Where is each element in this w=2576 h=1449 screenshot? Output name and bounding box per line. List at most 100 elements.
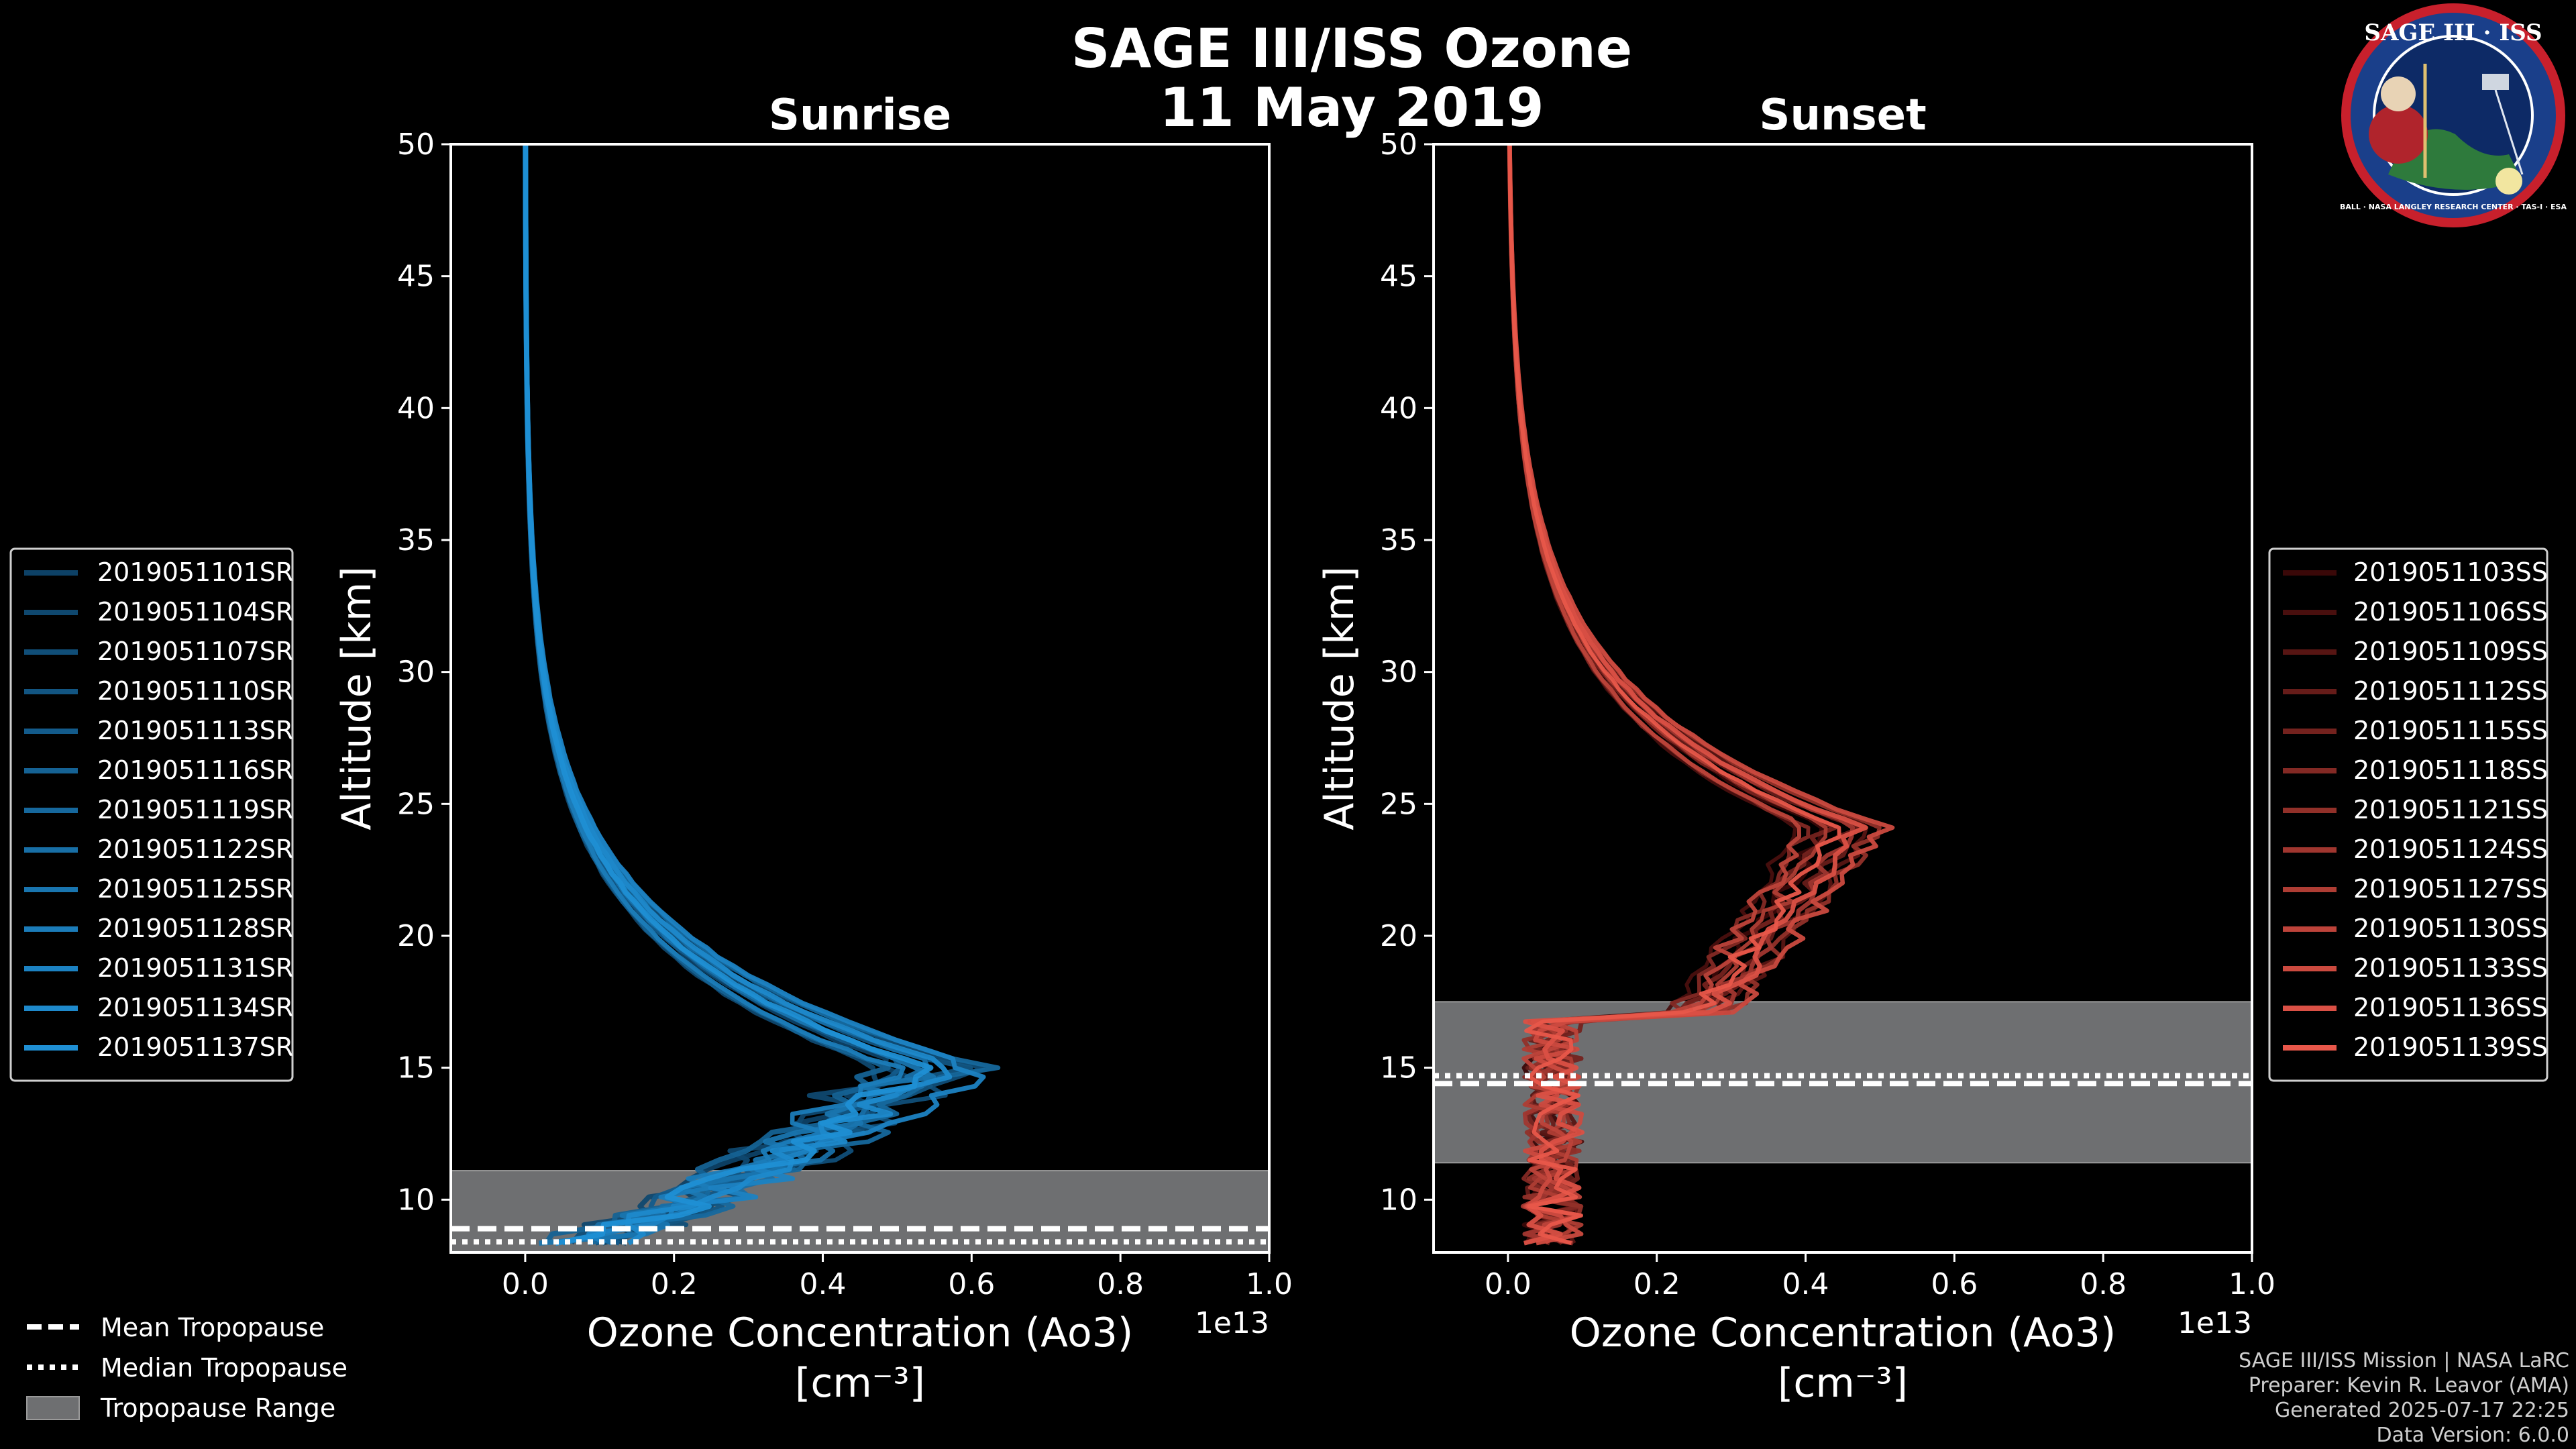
x-tick-label: 1.0 — [1246, 1267, 1293, 1301]
x-axis-label: Ozone Concentration (Ao3) — [1570, 1309, 2116, 1356]
legend-entry: 2019051110SR — [97, 676, 293, 706]
y-axis-label: Altitude [km] — [333, 566, 380, 830]
sunrise-legend: 2019051101SR 2019051104SR 2019051107SR 2019… — [9, 547, 294, 1082]
x-tick-label: 0.2 — [651, 1267, 698, 1301]
x-axis-unit: [cm⁻³] — [1778, 1360, 1908, 1407]
y-tick-label: 30 — [397, 655, 435, 690]
legend-entry: 2019051139SS — [2353, 1032, 2548, 1062]
profile-line-2019051139SS — [1507, 144, 1841, 1246]
y-tick-label: 25 — [397, 787, 435, 821]
tropopause-range-swatch — [26, 1396, 80, 1420]
legend-entry: 2019051136SS — [2353, 993, 2548, 1022]
x-tick-label: 0.6 — [1931, 1267, 1978, 1301]
y-tick-label: 45 — [397, 260, 435, 294]
y-tick-label: 20 — [1380, 919, 1417, 953]
legend-entry: 2019051109SS — [2353, 637, 2548, 666]
x-tick-label: 0.4 — [800, 1267, 847, 1301]
footer-mission: SAGE III/ISS Mission | NASA LaRC — [2239, 1349, 2569, 1373]
x-axis-unit: [cm⁻³] — [795, 1360, 925, 1407]
legend-box — [9, 547, 294, 1082]
profile-lines — [523, 144, 1001, 1246]
profile-line-2019051113SR — [523, 144, 903, 1246]
legend-entry: 2019051121SS — [2353, 795, 2548, 824]
tropopause-legend: Mean Tropopause Median Tropopause Tropop… — [26, 1313, 347, 1423]
legend-entry: 2019051101SR — [97, 557, 293, 587]
y-tick-label: 25 — [1380, 787, 1417, 821]
legend-entry: 2019051112SS — [2353, 676, 2548, 706]
y-tick-label: 35 — [1380, 523, 1417, 557]
y-tick-label: 50 — [1380, 127, 1417, 162]
x-tick-label: 1.0 — [2229, 1267, 2275, 1301]
legend-entry: 2019051124SS — [2353, 835, 2548, 864]
y-tick-label: 40 — [1380, 391, 1417, 425]
x-tick-label: 0.8 — [2080, 1267, 2127, 1301]
sage-iii-iss-logo: SAGE III · ISS BALL · NASA LANGLEY RESEA… — [2340, 3, 2567, 227]
footer-generated: Generated 2025-07-17 22:25 — [2275, 1399, 2569, 1422]
x-axis-label: Ozone Concentration (Ao3) — [587, 1309, 1134, 1356]
y-tick-label: 10 — [1380, 1183, 1417, 1217]
profile-line-2019051137SR — [523, 144, 934, 1246]
sunset-legend: 2019051103SS 2019051106SS 2019051109SS 2019… — [2268, 547, 2548, 1082]
legend-entry: 2019051113SR — [97, 716, 293, 745]
y-tick-label: 35 — [397, 523, 435, 557]
x-tick-label: 0.2 — [1633, 1267, 1680, 1301]
panel-title: Sunset — [1759, 91, 1926, 140]
profile-line-2019051101SR — [523, 144, 911, 1246]
x-tick-label: 0.0 — [1485, 1267, 1532, 1301]
profile-line-2019051104SR — [523, 144, 881, 1246]
legend-entry: 2019051119SR — [97, 795, 293, 824]
y-tick-label: 40 — [397, 391, 435, 425]
plot-frame — [1432, 143, 2253, 1254]
x-tick-label: 0.8 — [1097, 1267, 1144, 1301]
legend-entry: 2019051107SR — [97, 637, 293, 666]
legend-entry: 2019051125SR — [97, 874, 293, 904]
y-tick-label: 15 — [1380, 1051, 1417, 1085]
legend-entry: 2019051131SR — [97, 953, 293, 983]
y-tick-label: 15 — [397, 1051, 435, 1085]
y-tick-label: 20 — [397, 919, 435, 953]
legend-entry: 2019051134SR — [97, 993, 293, 1022]
legend-entry: 2019051137SR — [97, 1032, 293, 1062]
figure-title: SAGE III/ISS Ozone — [1071, 17, 1632, 80]
x-tick-label: 0.6 — [948, 1267, 995, 1301]
plot-frame — [449, 143, 1271, 1254]
footer-credits: SAGE III/ISS Mission | NASA LaRC Prepare… — [2239, 1349, 2569, 1447]
legend-entry: 2019051106SS — [2353, 597, 2548, 627]
legend-box — [2268, 547, 2548, 1082]
profile-line-2019051128SR — [523, 144, 906, 1246]
mean-tropopause-label: Mean Tropopause — [101, 1313, 324, 1342]
x-tick-label: 0.0 — [502, 1267, 549, 1301]
legend-entry: 2019051127SS — [2353, 874, 2548, 904]
y-axis-label: Altitude [km] — [1316, 566, 1363, 830]
legend-entry: 2019051104SR — [97, 597, 293, 627]
legend-entry: 2019051115SS — [2353, 716, 2548, 745]
tropopause-range-label: Tropopause Range — [100, 1393, 335, 1423]
y-tick-label: 30 — [1380, 655, 1417, 690]
logo-ring-text: BALL · NASA LANGLEY RESEARCH CENTER · TA… — [2340, 203, 2567, 211]
footer-preparer: Preparer: Kevin R. Leavor (AMA) — [2249, 1374, 2569, 1397]
logo-text: SAGE III · ISS — [2364, 19, 2542, 46]
legend-entry: 2019051116SR — [97, 755, 293, 785]
legend-entry: 2019051130SS — [2353, 914, 2548, 943]
panel-title: Sunrise — [769, 91, 951, 140]
footer-data-version: Data Version: 6.0.0 — [2377, 1424, 2569, 1447]
profile-line-2019051116SR — [523, 144, 891, 1245]
y-tick-label: 50 — [397, 127, 435, 162]
profile-lines — [1507, 144, 1895, 1246]
x-tick-label: 0.4 — [1782, 1267, 1829, 1301]
x-scale-label: 1e13 — [2178, 1306, 2252, 1340]
profile-line-2019051122SR — [523, 144, 930, 1246]
x-scale-label: 1e13 — [1195, 1306, 1269, 1340]
legend-entry: 2019051122SR — [97, 835, 293, 864]
y-tick-label: 10 — [397, 1183, 435, 1217]
figure-date: 11 May 2019 — [1160, 76, 1544, 139]
median-tropopause-label: Median Tropopause — [101, 1353, 347, 1383]
legend-entry: 2019051128SR — [97, 914, 293, 943]
legend-entry: 2019051118SS — [2353, 755, 2548, 785]
sunset-panel: 10 15 20 25 30 35 40 45 50 0.0 0.2 0.4 0.6 0.8 1.0 1e13… — [1316, 91, 2275, 1407]
y-tick-label: 45 — [1380, 260, 1417, 294]
legend-entry: 2019051133SS — [2353, 953, 2548, 983]
legend-entry: 2019051103SS — [2353, 557, 2548, 587]
sunrise-panel: 10 15 20 25 30 35 40 45 50 0.0 0.2 0.4 0.6 0.8 1.0 1e13… — [333, 91, 1293, 1407]
